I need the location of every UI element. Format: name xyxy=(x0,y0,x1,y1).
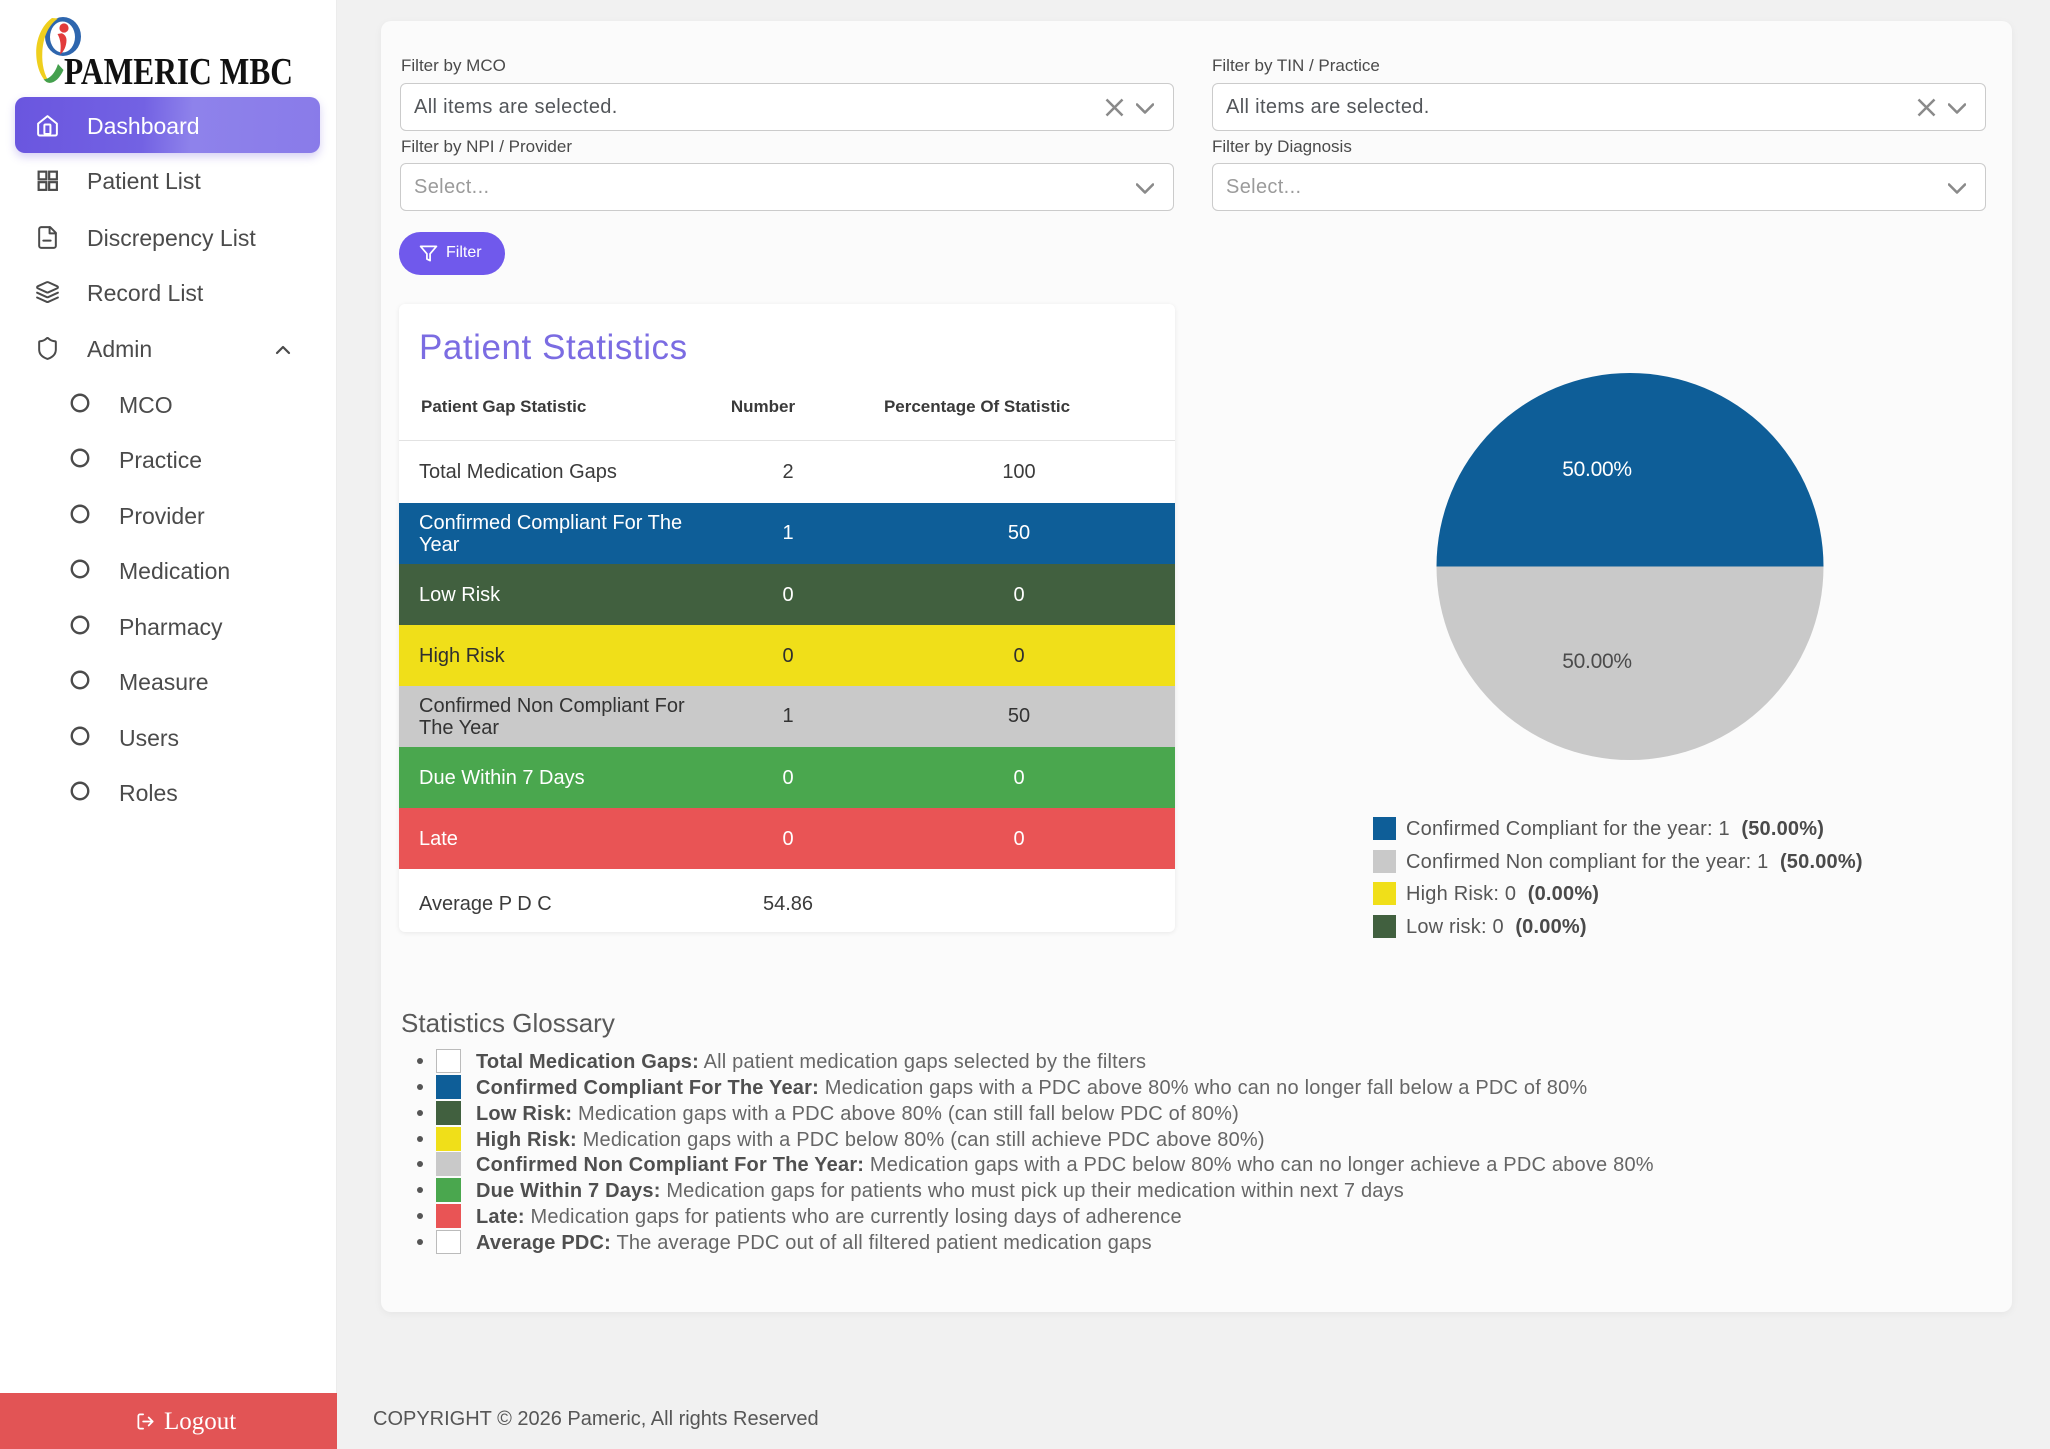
svg-text:PAMERIC MBC: PAMERIC MBC xyxy=(64,51,293,92)
